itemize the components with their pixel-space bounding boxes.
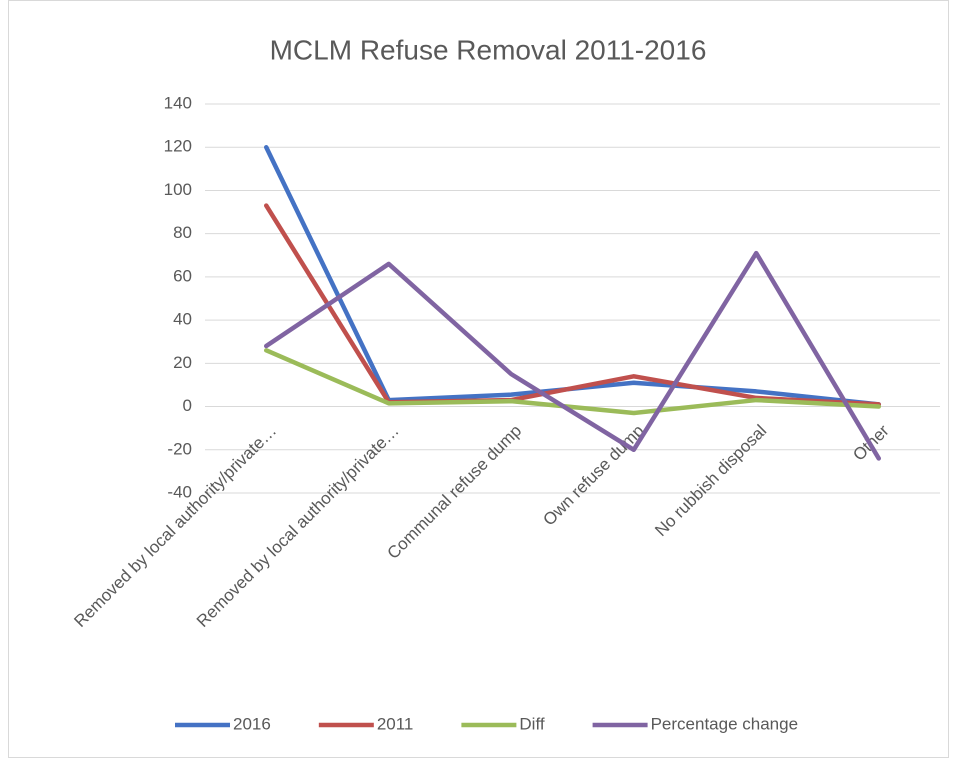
y-tick-label: 40 — [173, 310, 192, 329]
y-tick-label: 100 — [164, 180, 192, 199]
legend-label: Percentage change — [651, 714, 798, 733]
y-tick-label: 20 — [173, 353, 192, 372]
chart-title: MCLM Refuse Removal 2011-2016 — [270, 34, 707, 65]
y-tick-label: -20 — [167, 439, 192, 458]
y-tick-label: 140 — [164, 93, 192, 112]
y-tick-label: 60 — [173, 266, 192, 285]
y-tick-label: -40 — [167, 482, 192, 501]
legend-label: 2016 — [233, 714, 271, 733]
series-line — [264, 250, 881, 461]
y-tick-label: 120 — [164, 137, 192, 156]
series-line — [264, 348, 881, 416]
y-tick-label: 80 — [173, 223, 192, 242]
chart-frame — [8, 0, 949, 758]
legend-label: 2011 — [377, 714, 414, 733]
legend-label: Diff — [519, 714, 544, 733]
y-tick-label: 0 — [183, 396, 192, 415]
